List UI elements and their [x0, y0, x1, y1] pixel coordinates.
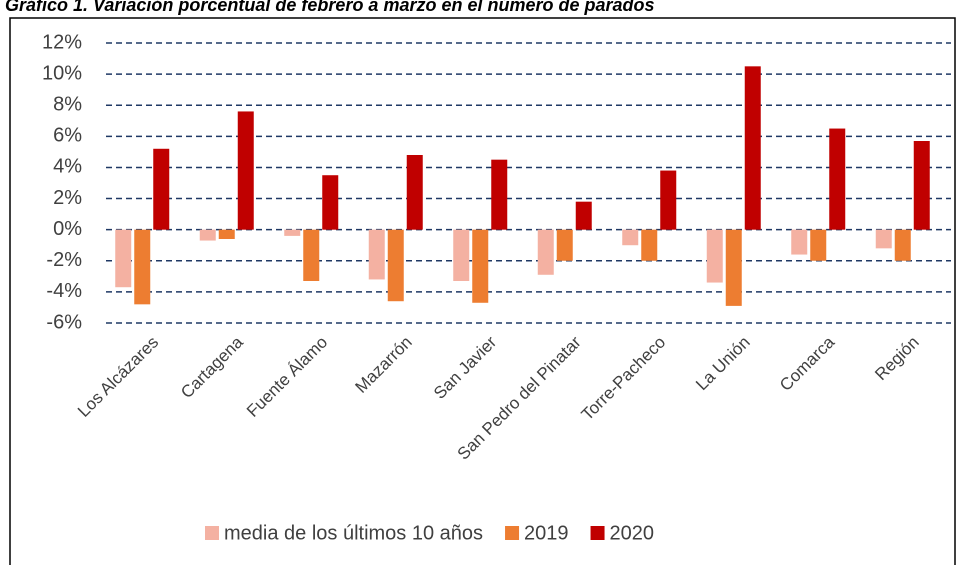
legend-label: 2020	[610, 522, 655, 544]
bar	[237, 111, 254, 230]
bar	[453, 229, 470, 281]
bar	[368, 229, 385, 280]
bar	[199, 229, 216, 241]
chart-title: Gráfico 1. Variación porcentual de febre…	[5, 0, 655, 15]
bar	[134, 229, 151, 305]
bar	[387, 229, 404, 302]
bar	[706, 229, 723, 283]
bar	[660, 170, 677, 230]
y-tick-label: -2%	[46, 249, 82, 271]
legend-label: 2019	[524, 522, 569, 544]
legend-swatch	[505, 526, 520, 540]
bar	[303, 229, 320, 281]
bar	[622, 229, 639, 246]
bar	[115, 229, 132, 288]
bar	[575, 201, 592, 230]
bar	[322, 175, 339, 230]
bar	[894, 229, 911, 261]
bar	[537, 229, 554, 275]
bar	[744, 66, 761, 230]
legend-swatch	[590, 526, 605, 540]
bar	[472, 229, 489, 303]
bar	[218, 229, 235, 239]
legend-swatch	[205, 526, 219, 540]
y-tick-label: 6%	[53, 125, 82, 147]
bar	[153, 148, 170, 230]
y-tick-label: 12%	[42, 31, 82, 53]
bar	[791, 229, 808, 255]
bar	[491, 159, 508, 230]
y-tick-label: 8%	[53, 94, 82, 116]
bar	[641, 229, 658, 261]
bar	[875, 229, 892, 249]
bar	[284, 229, 301, 236]
y-tick-label: 10%	[42, 62, 82, 84]
y-tick-label: -6%	[46, 311, 82, 333]
y-tick-label: -4%	[46, 280, 82, 302]
y-tick-label: 2%	[53, 187, 82, 209]
bar	[406, 155, 423, 230]
y-tick-label: 4%	[53, 156, 82, 178]
bar	[556, 229, 573, 261]
bar	[913, 141, 930, 230]
bar	[829, 128, 846, 230]
legend-label: media de los últimos 10 años	[224, 522, 483, 544]
bar	[810, 229, 827, 261]
y-tick-label: 0%	[53, 218, 82, 240]
bar	[725, 229, 742, 306]
